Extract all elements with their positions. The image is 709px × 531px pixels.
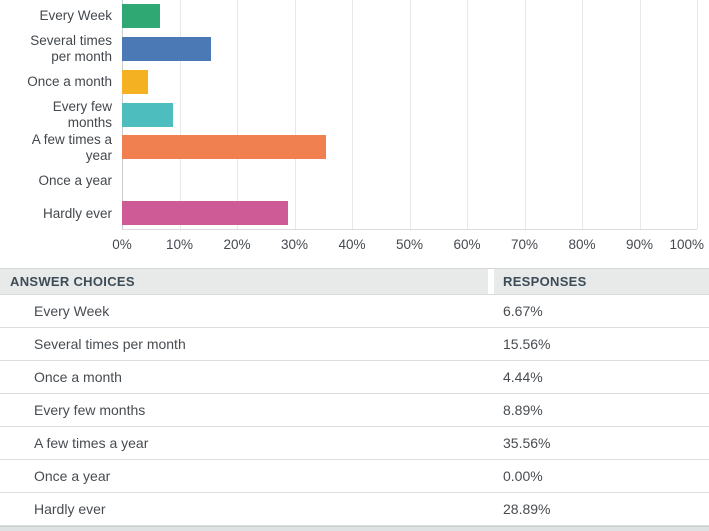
bar bbox=[122, 69, 148, 94]
chart-row bbox=[122, 33, 697, 66]
gridline-10% bbox=[179, 0, 181, 229]
gridline-70% bbox=[524, 0, 526, 229]
table-row: Every Week 6.67% bbox=[0, 295, 709, 328]
gridline-20% bbox=[237, 0, 238, 229]
header-column-divider bbox=[488, 269, 494, 294]
category-label-line: Once a month bbox=[27, 74, 112, 90]
table-row: Every few months 8.89% bbox=[0, 394, 709, 427]
answer-cell: Every Week bbox=[34, 303, 110, 319]
category-label-line: per month bbox=[51, 49, 112, 65]
x-tick-label: 30% bbox=[280, 237, 309, 252]
response-cell: 6.67% bbox=[503, 303, 543, 319]
gridline-30% bbox=[294, 0, 296, 229]
category-label: Hardly ever bbox=[0, 197, 122, 230]
category-label: A few times a year bbox=[0, 131, 122, 164]
x-tick-label: 10% bbox=[165, 237, 194, 252]
y-axis-labels: Every Week Several times per month Once a m… bbox=[0, 0, 122, 230]
chart-row bbox=[122, 131, 697, 164]
answer-choices-header: ANSWER CHOICES bbox=[0, 269, 488, 294]
x-tick-label: 0% bbox=[112, 237, 132, 252]
category-label-line: Once a year bbox=[38, 172, 112, 188]
category-label: Every few months bbox=[0, 99, 122, 132]
chart-row bbox=[122, 0, 697, 33]
x-tick-label: 60% bbox=[453, 237, 481, 252]
bars-container bbox=[122, 0, 697, 229]
table-row: Once a year 0.00% bbox=[0, 460, 709, 493]
answer-cell: Hardly ever bbox=[34, 501, 106, 517]
bar bbox=[122, 37, 212, 62]
x-tick-label: 70% bbox=[510, 237, 539, 252]
chart-row bbox=[122, 196, 697, 229]
response-cell: 0.00% bbox=[503, 468, 543, 484]
bar bbox=[122, 200, 289, 225]
category-label-line: Every Week bbox=[39, 8, 112, 24]
response-cell: 4.44% bbox=[503, 369, 543, 385]
results-table: ANSWER CHOICES RESPONSES Every Week 6.67%… bbox=[0, 268, 709, 531]
gridline-50% bbox=[409, 0, 411, 229]
x-tick-label: 90% bbox=[625, 237, 654, 252]
gridline-40% bbox=[352, 0, 353, 229]
category-label-line: Several times bbox=[30, 33, 112, 49]
category-label-line: year bbox=[85, 147, 112, 163]
chart-row bbox=[122, 164, 697, 197]
response-frequency-bar-chart: Every Week Several times per month Once a m… bbox=[0, 0, 704, 257]
x-tick-label: 40% bbox=[338, 237, 366, 252]
table-row: Several times per month 15.56% bbox=[0, 328, 709, 361]
gridline-60% bbox=[467, 0, 468, 229]
category-label: Every Week bbox=[0, 0, 122, 33]
x-axis-ticks: 0% 10% 20% 30% 40% 50% 60% 70% 80% 90% 100% bbox=[112, 237, 704, 257]
chart-row bbox=[122, 65, 697, 98]
answer-cell: Once a month bbox=[34, 369, 122, 385]
table-body: Every Week 6.67% Several times per month 15… bbox=[0, 295, 709, 526]
answer-cell: A few times a year bbox=[34, 435, 149, 451]
category-label: Once a year bbox=[0, 164, 122, 197]
response-cell: 35.56% bbox=[503, 435, 551, 451]
x-tick-label: 80% bbox=[568, 237, 596, 252]
category-label: Several times per month bbox=[0, 33, 122, 66]
table-footer-strip bbox=[0, 526, 709, 531]
table-row: Hardly ever 28.89% bbox=[0, 493, 709, 526]
responses-header: RESPONSES bbox=[494, 269, 709, 294]
category-label: Once a month bbox=[0, 66, 122, 99]
gridline-80% bbox=[582, 0, 583, 229]
bar bbox=[122, 102, 174, 127]
bar bbox=[122, 4, 161, 29]
category-label-line: months bbox=[67, 115, 112, 130]
table-header-row: ANSWER CHOICES RESPONSES bbox=[0, 268, 709, 295]
table-row: A few times a year 35.56% bbox=[0, 427, 709, 460]
chart-row bbox=[122, 98, 697, 131]
response-cell: 28.89% bbox=[503, 501, 551, 517]
response-cell: 8.89% bbox=[503, 402, 543, 418]
gridline-100% bbox=[697, 0, 698, 229]
category-label-line: A few times a bbox=[31, 131, 112, 147]
answer-cell: Every few months bbox=[34, 402, 146, 418]
table-row: Once a month 4.44% bbox=[0, 361, 709, 394]
category-label-line: Hardly ever bbox=[42, 205, 112, 221]
bar bbox=[122, 135, 327, 160]
x-tick-label: 20% bbox=[223, 237, 251, 252]
category-label-line: Every few bbox=[52, 99, 112, 114]
answer-cell: Several times per month bbox=[34, 336, 186, 352]
response-cell: 15.56% bbox=[503, 336, 551, 352]
gridline-90% bbox=[639, 0, 641, 229]
plot-area bbox=[122, 0, 698, 230]
answer-cell: Once a year bbox=[34, 468, 111, 484]
x-tick-label: 100% bbox=[669, 237, 704, 252]
x-tick-label: 50% bbox=[395, 237, 424, 252]
